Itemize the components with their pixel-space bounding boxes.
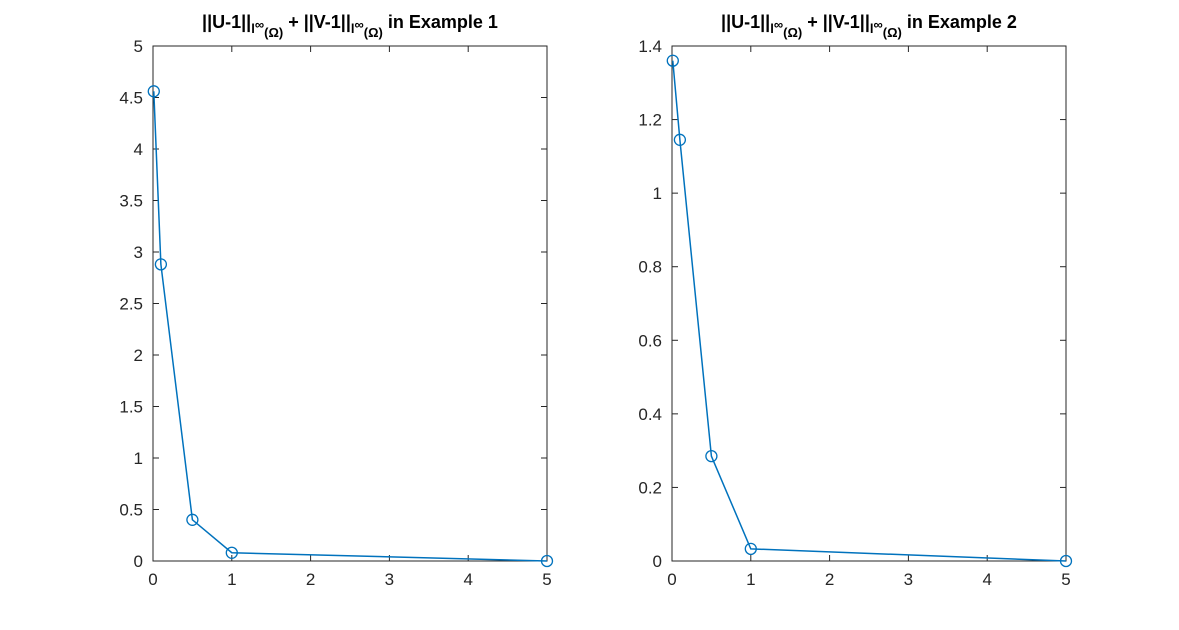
chart-example-1: ||U-1||l∞(Ω) + ||V-1||l∞(Ω) in Example 1… xyxy=(119,12,554,589)
y-tick-label: 1.4 xyxy=(638,37,662,56)
title-subscript: l xyxy=(251,21,255,36)
title-subscript: l xyxy=(770,21,774,36)
data-point xyxy=(225,546,238,559)
x-tick-label: 0 xyxy=(667,570,676,589)
title-superscript: ∞ xyxy=(774,17,783,32)
axes-example-2: 0 1 2 3 4 5 0 0.2 0.4 0.6 0.8 1 1.2 1.4 xyxy=(638,37,1073,589)
y-tick-label: 0.8 xyxy=(638,258,662,277)
y-tick-label: 1.2 xyxy=(638,111,662,130)
title-superscript: ∞ xyxy=(355,17,364,32)
data-point xyxy=(147,85,160,98)
data-point xyxy=(1059,554,1073,568)
data-point xyxy=(186,513,199,526)
x-tick-label: 1 xyxy=(746,570,755,589)
x-tick-label: 2 xyxy=(825,570,834,589)
y-tick-label: 1 xyxy=(653,184,662,203)
x-tick-label: 4 xyxy=(982,570,991,589)
title-subscript: (Ω) xyxy=(264,25,283,40)
axes-box xyxy=(152,45,548,562)
x-tick-label: 3 xyxy=(385,570,394,589)
y-tick-label: 0.2 xyxy=(638,478,662,497)
title-part: in Example 2 xyxy=(902,12,1017,32)
title-subscript: l xyxy=(870,21,874,36)
y-tick-label: 0.5 xyxy=(119,501,143,520)
y-tick-label: 4.5 xyxy=(119,89,143,108)
title-superscript: ∞ xyxy=(874,17,883,32)
y-tick-label: 3 xyxy=(134,243,143,262)
x-tick-label: 1 xyxy=(227,570,236,589)
x-tick-label: 5 xyxy=(1061,570,1070,589)
data-point xyxy=(705,450,718,463)
x-tick-label: 0 xyxy=(148,570,157,589)
title-part: ||U-1|| xyxy=(202,12,251,32)
x-tick-label: 2 xyxy=(306,570,315,589)
y-tick-label: 3.5 xyxy=(119,192,143,211)
x-tick-label: 3 xyxy=(904,570,913,589)
y-tick-label: 0.4 xyxy=(638,405,662,424)
series-line xyxy=(672,60,1067,562)
x-tick-label: 5 xyxy=(542,570,551,589)
data-point xyxy=(673,133,687,146)
y-tick-label: 0 xyxy=(653,552,662,571)
chart-title-example-2: ||U-1||l∞(Ω) + ||V-1||l∞(Ω) in Example 2 xyxy=(721,12,1017,40)
y-tick-label: 0.6 xyxy=(638,331,662,350)
x-tick-label: 4 xyxy=(463,570,472,589)
title-part: + ||V-1|| xyxy=(283,12,351,32)
data-point xyxy=(666,54,679,67)
title-part: + ||V-1|| xyxy=(802,12,870,32)
y-tick-label: 1.5 xyxy=(119,398,143,417)
y-tick-label: 2 xyxy=(134,346,143,365)
chart-title-example-1: ||U-1||l∞(Ω) + ||V-1||l∞(Ω) in Example 1 xyxy=(202,12,498,40)
data-point xyxy=(540,554,554,568)
y-tick-label: 4 xyxy=(134,140,143,159)
title-part: ||U-1|| xyxy=(721,12,770,32)
data-point xyxy=(744,542,757,556)
chart-example-2: ||U-1||l∞(Ω) + ||V-1||l∞(Ω) in Example 2… xyxy=(638,12,1073,589)
title-part: in Example 1 xyxy=(383,12,498,32)
y-tick-label: 1 xyxy=(134,449,143,468)
y-tick-label: 2.5 xyxy=(119,295,143,314)
title-superscript: ∞ xyxy=(255,17,264,32)
y-tick-label: 0 xyxy=(134,552,143,571)
title-subscript: (Ω) xyxy=(783,25,802,40)
title-subscript: (Ω) xyxy=(364,25,383,40)
series-line xyxy=(153,91,548,562)
title-subscript: (Ω) xyxy=(883,25,902,40)
y-tick-label: 5 xyxy=(134,37,143,56)
axes-example-1: 0 1 2 3 4 5 0 0.5 1 1.5 2 2.5 3 3.5 4 4.5 5 xyxy=(119,37,554,589)
title-subscript: l xyxy=(351,21,355,36)
data-point xyxy=(154,258,168,271)
axes-box xyxy=(671,45,1067,562)
